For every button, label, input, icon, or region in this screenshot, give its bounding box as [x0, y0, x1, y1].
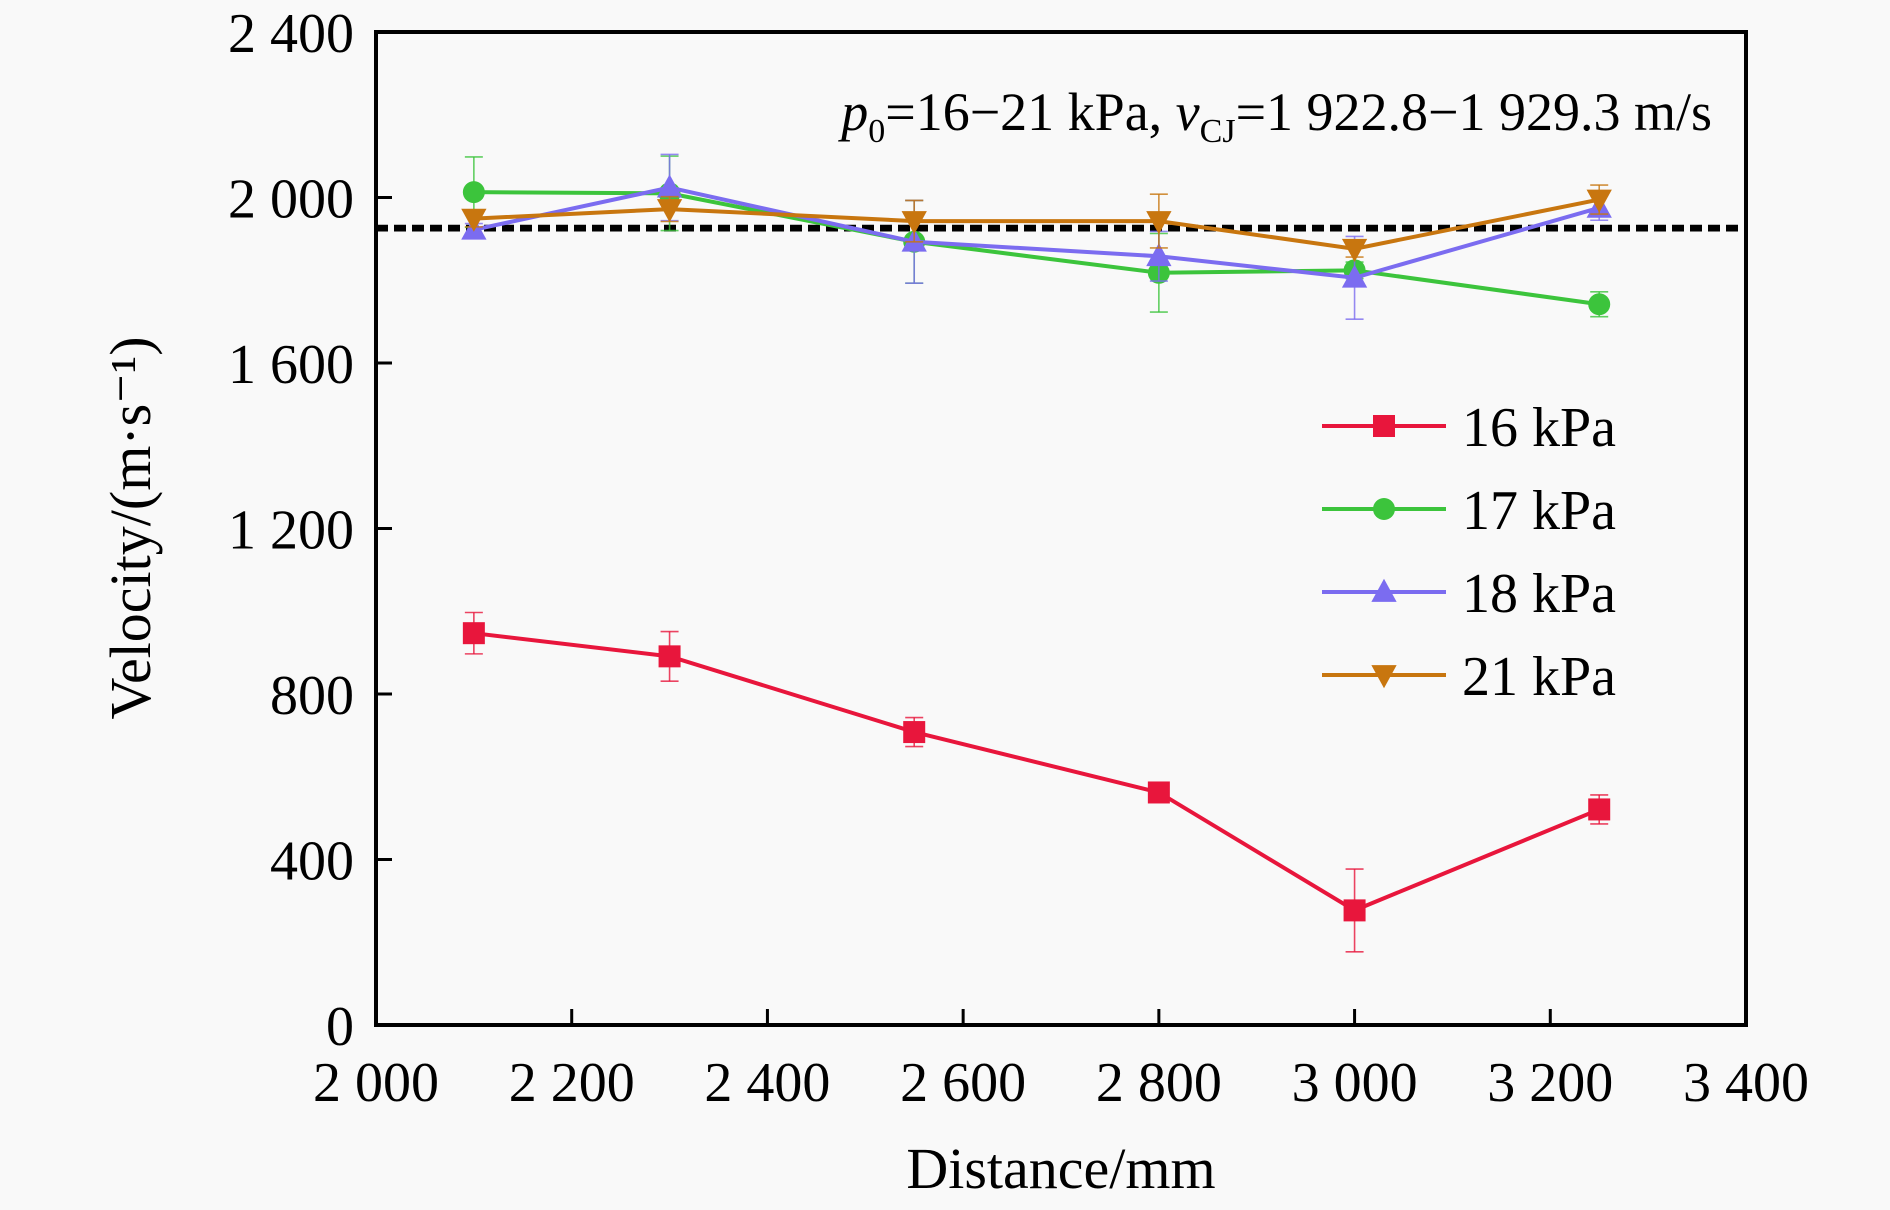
x-tick-label: 2 600	[900, 1052, 1026, 1114]
data-point	[1341, 238, 1368, 263]
data-point	[1146, 243, 1172, 267]
p-symbol: p	[837, 82, 868, 142]
p-range: =16−21 kPa,	[885, 82, 1175, 142]
data-point	[1586, 189, 1612, 213]
data-point	[903, 721, 926, 744]
legend-item: 21 kPa	[1322, 646, 1616, 708]
legend-item: 17 kPa	[1322, 480, 1616, 542]
v-symbol: v	[1176, 82, 1200, 142]
reference-lines	[376, 224, 1746, 232]
legend-marker	[1373, 498, 1395, 520]
data-point	[462, 181, 485, 204]
x-tick-label: 3 400	[1683, 1052, 1809, 1114]
data-point	[1343, 899, 1366, 922]
data-point	[461, 208, 487, 232]
y-tick-label: 800	[270, 665, 354, 727]
data-point	[462, 622, 485, 645]
data-point	[1146, 211, 1172, 235]
x-tick-label: 2 000	[313, 1052, 439, 1114]
annotation: p0=16−21 kPa, vCJ=1 922.8−1 929.3 m/s	[837, 82, 1712, 150]
series-layer	[461, 153, 1612, 953]
data-point	[1588, 798, 1611, 821]
legend-label: 18 kPa	[1462, 563, 1616, 625]
x-tick-label: 2 200	[509, 1052, 635, 1114]
legend-label: 21 kPa	[1462, 646, 1616, 708]
y-tick-label: 0	[326, 996, 354, 1058]
data-point	[901, 211, 927, 235]
data-point	[1588, 293, 1611, 316]
series-line	[473, 185, 1600, 280]
x-axis: 2 000 2 200 2 400 2 600 2 800 3 000 3 200 3 400	[313, 1009, 1809, 1114]
data-point	[1341, 264, 1368, 288]
v-subscript: CJ	[1200, 113, 1236, 150]
y-tick-label: 400	[270, 831, 354, 893]
y-axis: 0 400 800 1 200 1 600 2 000 2 400	[228, 3, 392, 1058]
data-point	[1147, 781, 1170, 804]
x-tick-label: 2 800	[1096, 1052, 1222, 1114]
series-line	[473, 197, 1600, 251]
legend-marker	[1371, 578, 1397, 602]
series-17-kpa	[462, 155, 1611, 318]
x-tick-label: 3 200	[1487, 1052, 1613, 1114]
x-tick-label: 3 000	[1292, 1052, 1418, 1114]
series-16-kpa	[462, 611, 1611, 953]
y-tick-label: 1 200	[228, 500, 354, 562]
data-point	[656, 174, 683, 198]
legend-item: 18 kPa	[1322, 563, 1616, 625]
legend: 16 kPa 17 kPa 18 kPa 21 kPa	[1322, 397, 1616, 708]
y-tick-label: 2 400	[228, 3, 354, 65]
v-range: =1 922.8−1 929.3 m/s	[1236, 82, 1712, 142]
y-tick-label: 2 000	[228, 169, 354, 231]
y-axis-title: Velocity/(m·s⁻¹)	[98, 336, 163, 719]
legend-marker	[1373, 415, 1395, 437]
y-tick-label: 1 600	[228, 334, 354, 396]
x-tick-label: 2 400	[704, 1052, 830, 1114]
series-line	[473, 631, 1600, 913]
legend-item: 16 kPa	[1322, 397, 1616, 459]
legend-label: 16 kPa	[1462, 397, 1616, 459]
series-18-kpa	[461, 153, 1612, 320]
legend-label: 17 kPa	[1462, 480, 1616, 542]
legend-marker	[1371, 665, 1397, 689]
series-21-kpa	[461, 184, 1612, 263]
data-point	[658, 645, 681, 668]
p-subscript: 0	[868, 113, 885, 150]
x-axis-title: Distance/mm	[906, 1136, 1215, 1201]
data-point	[656, 199, 683, 223]
